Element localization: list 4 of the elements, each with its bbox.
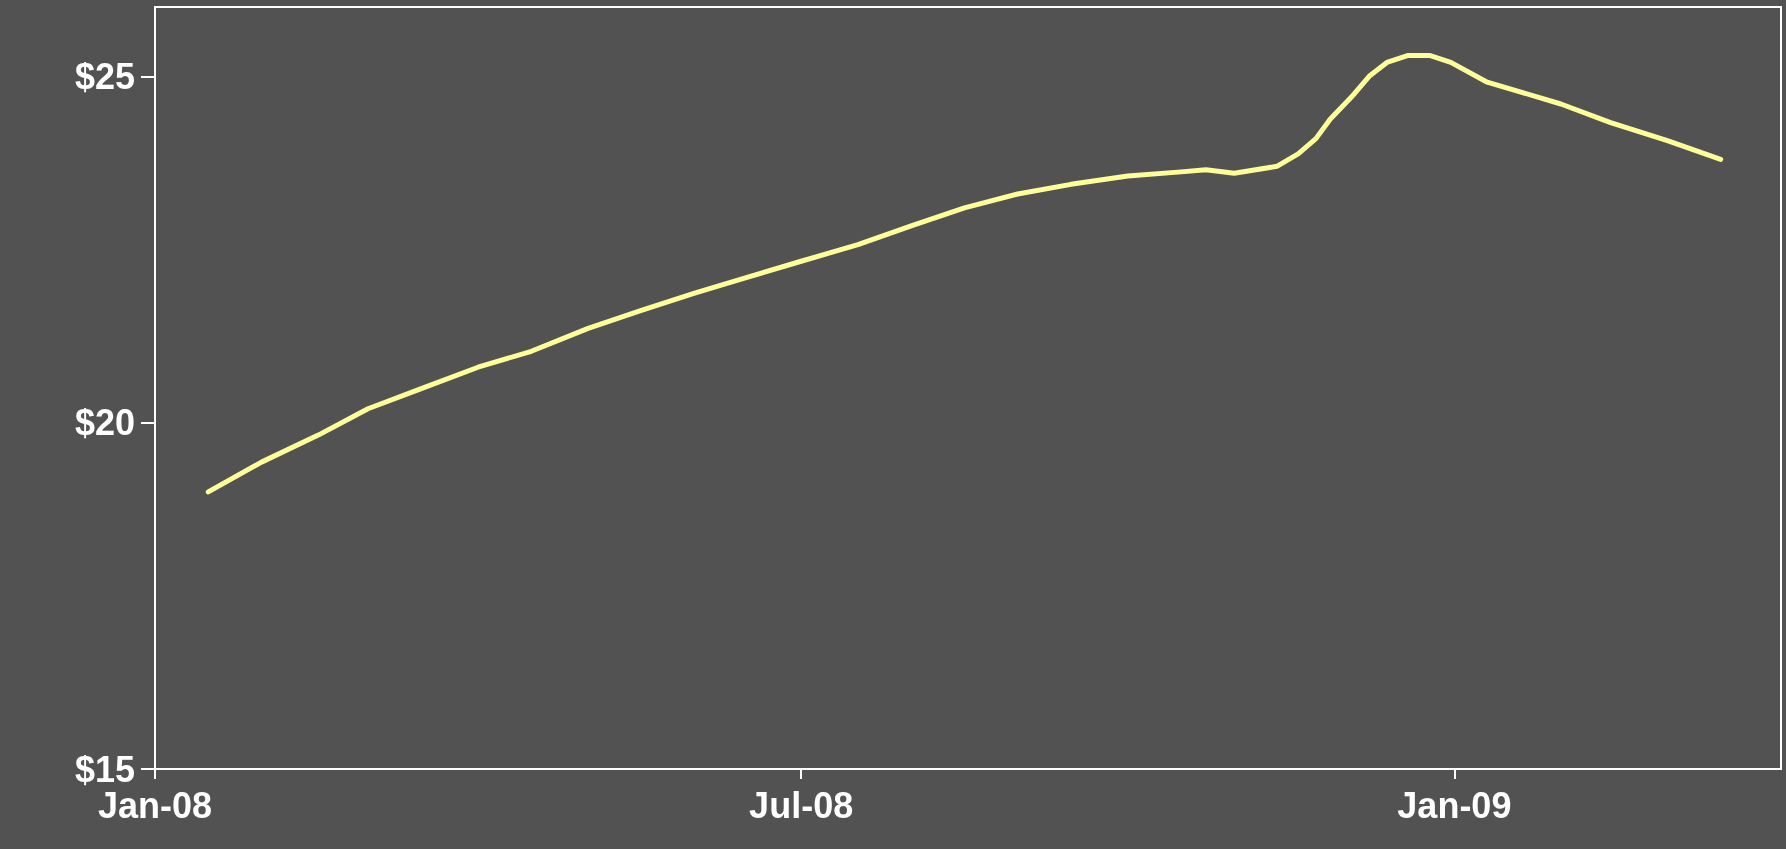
- y-tick-label: $20: [74, 402, 135, 444]
- x-tick-label: Jan-09: [1397, 784, 1512, 826]
- x-tick-label: Jul-08: [749, 784, 854, 826]
- y-tick-label: $25: [74, 55, 135, 97]
